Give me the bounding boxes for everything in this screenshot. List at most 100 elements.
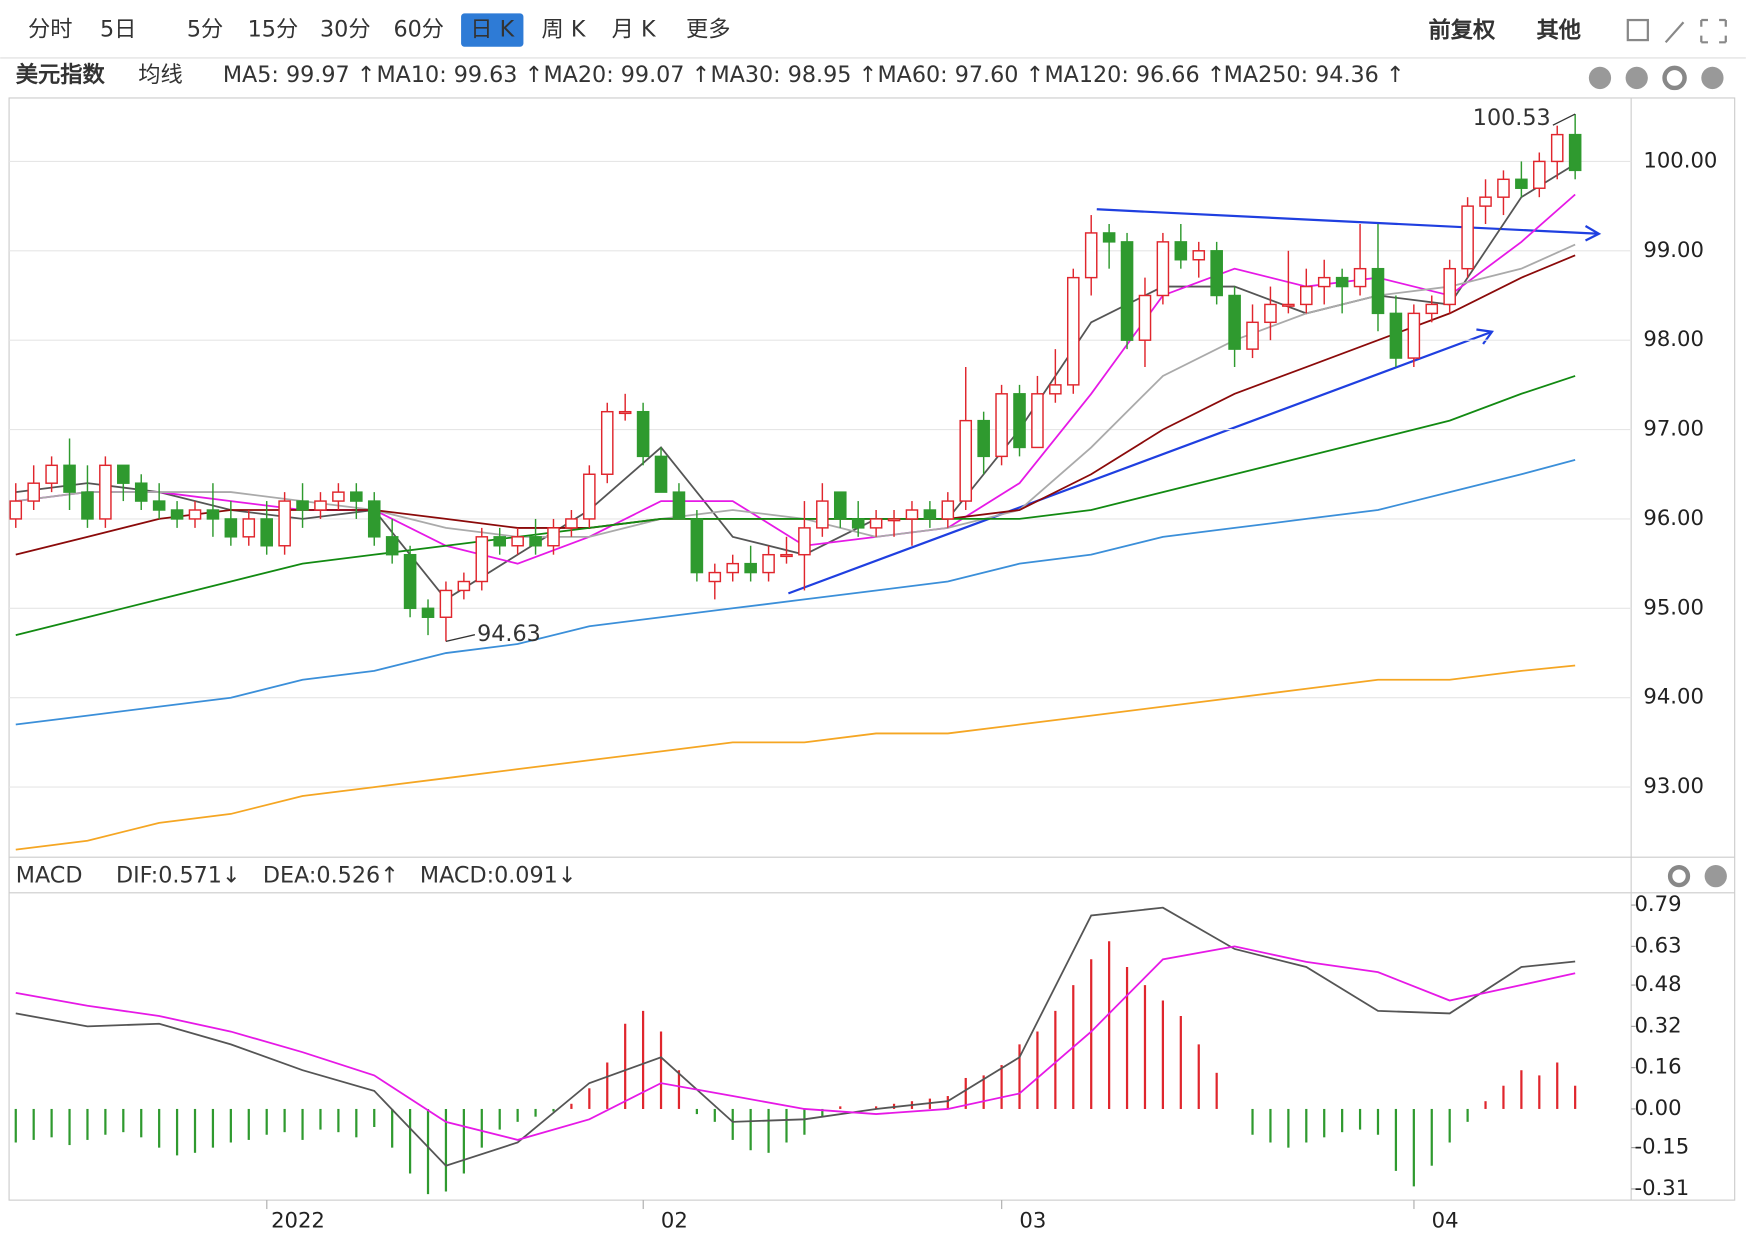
settings-icon[interactable] [1662,65,1687,91]
candle-body [1317,276,1331,288]
candle-body [1533,160,1546,189]
candle-body [780,553,793,558]
tab[interactable]: 周 K [542,17,587,43]
y-tick-label: 95.00 [1643,594,1704,619]
candle-body [511,536,524,547]
candle-body [923,509,937,520]
candle-body [1568,133,1582,172]
settings-icon[interactable] [1667,865,1691,888]
candle-body [869,518,883,529]
candle-body [833,491,847,520]
candle-body [1156,241,1170,297]
legend-entry: MACD:0.091↓ [420,863,577,889]
candle-body [1335,276,1349,288]
grid-icon[interactable] [1626,18,1649,42]
candle-body [636,410,650,458]
candle-body [600,410,614,475]
candle-body [475,536,489,583]
candle-body [439,589,453,618]
y-tick-label: 96.00 [1643,505,1704,530]
candle-body [1246,321,1259,350]
x-tick-label: 04 [1432,1207,1459,1232]
candle-body [457,580,471,592]
y-tick-label: 0.00 [1634,1095,1681,1120]
candle-body [762,553,775,574]
y-tick-label: 0.32 [1634,1012,1681,1037]
tab[interactable]: 30分 [320,17,371,43]
tab[interactable]: 15分 [248,17,299,43]
candle-body [45,464,58,484]
legend-entry: MA120: 96.66 ↑ [1044,62,1225,88]
tab[interactable]: 5分 [187,17,223,43]
trend-line [1096,208,1599,235]
legend-entry: MA20: 99.07 ↑ [543,62,710,88]
legend-entry: DEA:0.526↑ [263,863,399,889]
tab[interactable]: 5日 [100,17,136,43]
candle-body [708,571,722,583]
candle-body [152,500,166,511]
frame [8,97,1736,1201]
macd-line [15,906,1576,1167]
macd-line [15,945,1576,1141]
candle-body [9,500,23,520]
candle-body [1407,312,1421,359]
plus-icon[interactable] [1625,66,1648,90]
tab[interactable]: 日 K [470,17,515,43]
candle-body [1515,178,1528,189]
trend-line [788,330,1493,595]
candle-body [332,491,345,502]
y-tick-label: 0.79 [1634,891,1681,916]
candle-body [672,491,686,520]
close-icon[interactable] [1704,865,1727,888]
legend-entry: MA60: 97.60 ↑ [877,62,1044,88]
tab[interactable]: 更多 [686,17,731,43]
tab-selected [461,13,524,47]
candle-body [565,518,578,529]
candle-body [583,473,596,520]
annotation-arrow [445,634,476,643]
tab[interactable]: 分时 [28,17,73,43]
candle-body [1102,232,1116,243]
candle-body [744,562,757,574]
candle-body [81,491,94,520]
y-tick-label: 98.00 [1643,326,1704,351]
toolbar-option[interactable]: 前复权 [1429,17,1496,44]
candle-body [1264,303,1277,324]
indicator[interactable]: 均线 [138,62,183,88]
candle-body [224,518,238,538]
y-tick-label: 0.16 [1634,1054,1681,1079]
candle-body [1049,384,1062,395]
x-tick-label: 02 [661,1207,688,1232]
candle-body [296,500,309,511]
candle-body [206,509,220,520]
candle-body [1031,393,1044,449]
candle-body [493,536,507,547]
candle-body [1210,250,1223,297]
candle-body [117,464,130,484]
candle-body [403,553,417,610]
candle-body [654,455,668,493]
tab[interactable]: 月 K [612,17,657,43]
tab[interactable]: 60分 [393,17,444,43]
candle-body [798,527,811,556]
candle-body [1550,133,1564,163]
price-annotation: 100.53 [1473,105,1551,131]
candle-body [27,482,40,502]
close-icon[interactable] [1701,66,1724,90]
candle-body [1479,196,1492,207]
y-tick-label: 0.63 [1634,932,1681,957]
panel-title[interactable]: MACD [16,863,83,889]
candle-body [1174,241,1188,261]
y-tick-label: 97.00 [1643,416,1704,441]
fullscreen-icon[interactable] [1700,18,1727,44]
legend-entry: MA30: 98.95 ↑ [710,62,877,88]
x-tick-label: 03 [1019,1207,1046,1232]
price-annotation: 94.63 [477,621,541,647]
minus-icon[interactable] [1588,66,1612,90]
candle-body [529,536,542,547]
draw-icon[interactable] [1664,21,1685,44]
trend-lines [788,208,1602,595]
toolbar-option[interactable]: 其他 [1537,18,1582,44]
